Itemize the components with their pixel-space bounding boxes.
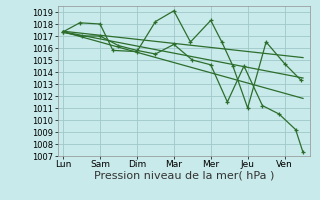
X-axis label: Pression niveau de la mer( hPa ): Pression niveau de la mer( hPa ) [94, 171, 274, 181]
